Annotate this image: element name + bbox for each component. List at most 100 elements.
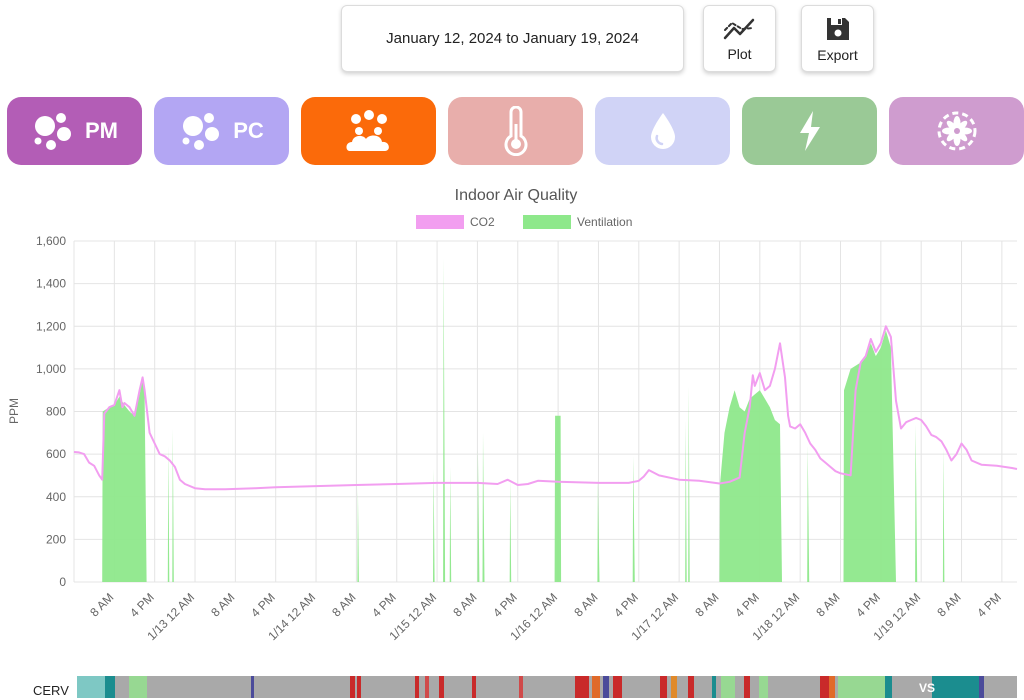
- y-axis-ticks: 0 200 400 600 800 1,000 1,200 1,400 1,600: [36, 234, 66, 589]
- legend-swatch-co2: [416, 215, 464, 229]
- status-segment: [128, 676, 148, 698]
- x-tick-label: 4 PM: [490, 590, 520, 620]
- status-segment: [357, 676, 361, 698]
- status-segment: [438, 676, 444, 698]
- export-button[interactable]: Export: [801, 5, 874, 72]
- status-segment: [612, 676, 623, 698]
- x-tick-label: 8 AM: [934, 590, 963, 619]
- x-tick-label: 4 PM: [853, 590, 883, 620]
- status-segment: [424, 676, 429, 698]
- category-iaq-button[interactable]: [301, 97, 436, 165]
- y-tick-label: 1,400: [36, 277, 66, 291]
- category-pm-label: PM: [85, 118, 118, 143]
- fan-icon: [937, 111, 976, 151]
- status-segment: [671, 676, 677, 698]
- export-label: Export: [817, 46, 858, 63]
- y-tick-label: 1,200: [36, 319, 66, 333]
- legend-label-ventilation: Ventilation: [577, 215, 632, 229]
- chart-title: Indoor Air Quality: [455, 187, 578, 204]
- status-segment: [744, 676, 751, 698]
- category-pm-button[interactable]: PM: [7, 97, 142, 165]
- status-segment: [885, 676, 892, 698]
- status-segment: [603, 676, 610, 698]
- series-co2-line: [73, 325, 1018, 491]
- chart-canvas: Indoor Air Quality CO2 Ventilation PPM 0…: [7, 187, 1018, 643]
- y-tick-label: 600: [46, 447, 66, 461]
- status-timeline[interactable]: VS: [77, 676, 1017, 698]
- y-axis-label: PPM: [7, 398, 21, 424]
- status-segment: [349, 676, 356, 698]
- status-segment: [758, 676, 768, 698]
- status-segment: [77, 676, 106, 698]
- status-segment: [979, 676, 985, 698]
- date-range-button[interactable]: January 12, 2024 to January 19, 2024: [341, 5, 684, 72]
- category-humidity-button[interactable]: [595, 97, 730, 165]
- y-tick-label: 1,000: [36, 362, 66, 376]
- legend-swatch-ventilation: [523, 215, 571, 229]
- droplet-icon: [650, 113, 675, 149]
- status-segment: [659, 676, 668, 698]
- thermometer-icon: [504, 106, 527, 156]
- legend-item-ventilation[interactable]: Ventilation: [523, 215, 632, 229]
- x-tick-label: 8 AM: [692, 590, 721, 619]
- y-tick-label: 1,600: [36, 234, 66, 248]
- status-segment: [720, 676, 735, 698]
- status-segment: [471, 676, 476, 698]
- x-tick-label: 4 PM: [974, 590, 1004, 620]
- legend-label-co2: CO2: [470, 215, 495, 229]
- particles-icon: [34, 113, 71, 150]
- status-strip: CERV VS: [0, 674, 1024, 700]
- status-strip-label: CERV: [33, 683, 69, 698]
- status-segment: [250, 676, 254, 698]
- x-tick-label: 8 AM: [329, 590, 358, 619]
- y-tick-label: 800: [46, 405, 66, 419]
- save-disk-icon: [826, 17, 849, 40]
- y-tick-label: 400: [46, 490, 66, 504]
- cloud-bubbles-icon: [345, 110, 389, 151]
- plot-label: Plot: [727, 45, 752, 62]
- status-segment: [711, 676, 717, 698]
- x-tick-label: 8 AM: [571, 590, 600, 619]
- status-segment: [105, 676, 115, 698]
- lightning-icon: [799, 111, 820, 151]
- status-segment: [838, 676, 848, 698]
- category-fan-button[interactable]: [889, 97, 1024, 165]
- line-chart-icon: [723, 18, 754, 39]
- x-axis-ticks: 8 AM 4 PM1/13 12 AM 8 AM 4 PM1/14 12 AM 8 AM…: [87, 590, 1004, 643]
- x-tick-label: 8 AM: [813, 590, 842, 619]
- status-segment: [147, 676, 157, 698]
- status-strip-tag: VS: [919, 681, 936, 695]
- top-toolbar: January 12, 2024 to January 19, 2024 Plo…: [0, 0, 1024, 84]
- status-segment: [575, 676, 590, 698]
- category-pc-button[interactable]: PC: [154, 97, 289, 165]
- x-tick-label: 8 AM: [208, 590, 237, 619]
- status-segment: [829, 676, 835, 698]
- status-segment: [415, 676, 420, 698]
- x-tick-label: 4 PM: [369, 590, 399, 620]
- series-layer: [73, 258, 1018, 582]
- x-tick-label: 4 PM: [127, 590, 157, 620]
- legend-item-co2[interactable]: CO2: [416, 215, 495, 229]
- status-segment: [114, 676, 129, 698]
- y-tick-label: 0: [59, 575, 66, 589]
- category-energy-button[interactable]: [742, 97, 877, 165]
- status-segment: [518, 676, 523, 698]
- plot-button[interactable]: Plot: [703, 5, 776, 72]
- legend: CO2 Ventilation: [416, 215, 632, 229]
- date-range-label: January 12, 2024 to January 19, 2024: [386, 30, 639, 47]
- x-tick-label: 4 PM: [611, 590, 641, 620]
- x-tick-label: 4 PM: [248, 590, 278, 620]
- status-segment: [592, 676, 600, 698]
- series-ventilation-area: [74, 258, 1017, 582]
- indoor-air-quality-chart: Indoor Air Quality CO2 Ventilation PPM 0…: [0, 178, 1024, 670]
- category-temperature-button[interactable]: [448, 97, 583, 165]
- y-tick-label: 200: [46, 532, 66, 546]
- status-segment: [847, 676, 886, 698]
- status-segment: [688, 676, 694, 698]
- category-pc-label: PC: [233, 118, 264, 143]
- x-tick-label: 4 PM: [732, 590, 762, 620]
- particles-icon: [182, 113, 220, 150]
- x-tick-label: 8 AM: [87, 590, 116, 619]
- status-segment: [819, 676, 829, 698]
- x-tick-label: 8 AM: [450, 590, 479, 619]
